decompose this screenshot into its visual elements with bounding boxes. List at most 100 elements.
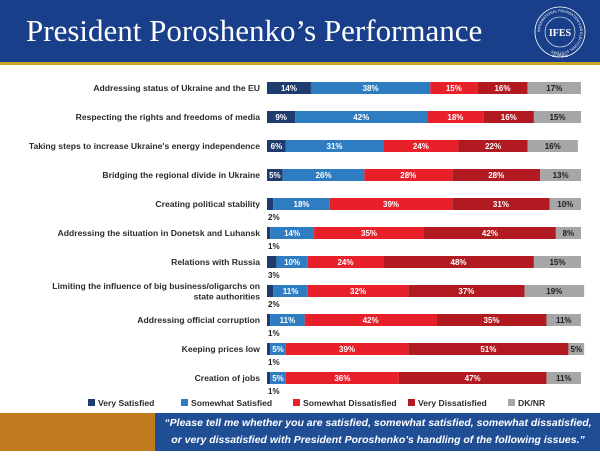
bar-somewhat-satisfied [276, 256, 308, 268]
data-label: 24% [413, 142, 429, 151]
category-label: Respecting the rights and freedoms of me… [76, 112, 261, 122]
data-label: 15% [549, 258, 565, 267]
bar-somewhat-satisfied [282, 169, 365, 181]
category-label: Creating political stability [155, 199, 260, 209]
bar-very-dissatisfied [398, 372, 547, 384]
stacked-bar-chart: Addressing status of Ukraine and the EU 1… [29, 82, 585, 408]
data-label: 2% [268, 300, 280, 309]
header-divider [0, 62, 600, 65]
bar-very-satisfied [267, 343, 271, 355]
header-bar: President Poroshenko’s Performance [0, 0, 600, 62]
footer-question: “Please tell me whether you are satisfie… [160, 415, 596, 466]
bar-dk-nr [533, 256, 581, 268]
data-label: 48% [451, 258, 467, 267]
ifes-logo: INTERNATIONAL FOUNDATION FOR ELECTORAL S… [534, 6, 586, 58]
bar-dk-nr [546, 314, 581, 326]
category-label: Relations with Russia [171, 257, 260, 267]
data-label: 22% [485, 142, 501, 151]
bar-very-satisfied [267, 111, 296, 123]
logo-letters: IFES [549, 28, 572, 39]
bar-very-satisfied [267, 227, 271, 239]
data-label: 26% [316, 171, 332, 180]
bar-somewhat-satisfied [270, 343, 286, 355]
legend-label-somewhat-dissatisfied: Somewhat Dissatisfied [303, 398, 397, 408]
data-label: 31% [493, 200, 509, 209]
bar-somewhat-satisfied [273, 285, 308, 297]
category-label: Addressing official corruption [137, 315, 260, 325]
bar-very-dissatisfied [452, 169, 541, 181]
data-label: 5% [571, 345, 583, 354]
data-label: 31% [327, 142, 343, 151]
data-label: 39% [383, 200, 399, 209]
data-label: 37% [458, 287, 474, 296]
data-label: 9% [275, 113, 287, 122]
bar-very-dissatisfied [458, 140, 528, 152]
legend-swatch-very-dissatisfied [408, 399, 415, 406]
data-label: 5% [269, 171, 281, 180]
bar-somewhat-dissatisfied [285, 372, 399, 384]
category-label: Creation of jobs [195, 373, 261, 383]
data-label: 39% [339, 345, 355, 354]
data-label: 38% [363, 84, 379, 93]
data-label: 10% [557, 200, 573, 209]
legend-swatch-very-satisfied [88, 399, 95, 406]
bar-very-dissatisfied [477, 82, 528, 94]
data-label: 36% [334, 374, 350, 383]
data-label: 19% [546, 287, 562, 296]
data-label: 14% [284, 229, 300, 238]
bar-very-satisfied [267, 82, 311, 94]
bar-somewhat-satisfied [310, 82, 431, 94]
category-label: Addressing status of Ukraine and the EU [93, 83, 260, 93]
legend-label-dk-nr: DK/NR [518, 398, 546, 408]
data-label: 1% [268, 387, 280, 396]
bar-very-satisfied [267, 256, 277, 268]
bar-very-satisfied [267, 140, 286, 152]
data-label: 10% [284, 258, 300, 267]
data-label: 5% [272, 345, 284, 354]
data-label: 13% [553, 171, 569, 180]
bar-very-dissatisfied [424, 227, 556, 239]
data-label: 17% [546, 84, 562, 93]
bar-very-dissatisfied [408, 285, 525, 297]
bar-very-dissatisfied [436, 314, 547, 326]
data-label: 24% [337, 258, 353, 267]
legend-label-very-satisfied: Very Satisfied [98, 398, 154, 408]
logo-years: 25 YEARS [552, 54, 569, 58]
data-label: 8% [563, 229, 575, 238]
legend-label-somewhat-satisfied: Somewhat Satisfied [191, 398, 272, 408]
bar-dk-nr [568, 343, 585, 355]
question-text: “Please tell me whether you are satisfie… [164, 417, 592, 446]
bar-somewhat-satisfied [273, 198, 330, 210]
bar-somewhat-dissatisfied [383, 140, 459, 152]
bar-dk-nr [549, 198, 581, 210]
bar-dk-nr [546, 372, 581, 384]
logo-inner-ring [544, 16, 576, 48]
logo-outer-ring [534, 6, 586, 58]
data-label: 16% [545, 142, 561, 151]
data-label: 16% [494, 84, 510, 93]
data-label: 11% [280, 316, 296, 325]
bar-very-satisfied [267, 314, 271, 326]
bar-somewhat-dissatisfied [427, 111, 484, 123]
legend-swatch-dk-nr [508, 399, 515, 406]
data-label: 15% [446, 84, 462, 93]
bar-somewhat-dissatisfied [364, 169, 453, 181]
data-label: 28% [400, 171, 416, 180]
data-label: 5% [272, 374, 284, 383]
data-label: 42% [482, 229, 498, 238]
data-label: 47% [465, 374, 481, 383]
data-label: 15% [549, 113, 565, 122]
bar-very-dissatisfied [452, 198, 550, 210]
data-label: 42% [363, 316, 379, 325]
category-label: Limiting the influence of big business/o… [52, 281, 260, 302]
data-label: 28% [488, 171, 504, 180]
data-label: 42% [353, 113, 369, 122]
page-title: President Poroshenko’s Performance [26, 13, 483, 48]
bar-very-satisfied [267, 372, 271, 384]
data-label: 18% [447, 113, 463, 122]
bar-somewhat-dissatisfied [430, 82, 478, 94]
data-label: 32% [350, 287, 366, 296]
footer-accent-block [0, 413, 155, 451]
bar-dk-nr [533, 111, 581, 123]
bar-very-satisfied [267, 198, 274, 210]
